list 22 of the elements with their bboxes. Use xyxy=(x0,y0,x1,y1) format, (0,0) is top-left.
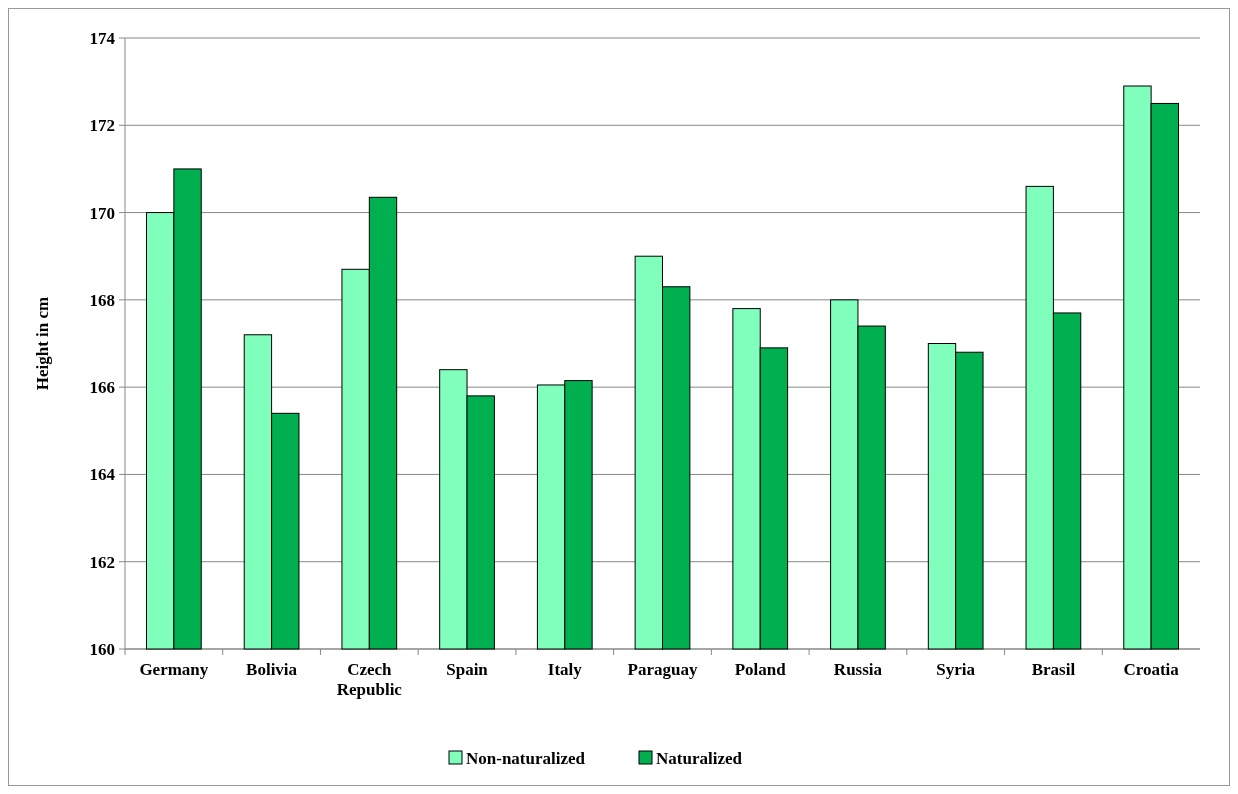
x-tick-label: Spain xyxy=(446,660,489,679)
y-tick-label: 166 xyxy=(89,378,115,398)
x-tick-label: Paraguay xyxy=(627,660,698,679)
x-tick-label: Poland xyxy=(734,660,787,679)
x-tick-label: Czech Republic xyxy=(336,660,403,699)
y-tick-label: 162 xyxy=(89,552,115,572)
legend-label: Non-naturalized xyxy=(466,748,586,768)
x-tick-label: Bolivia xyxy=(246,660,298,679)
legend-label: Naturalized xyxy=(656,748,743,768)
x-tick-label: Brasil xyxy=(1031,660,1076,679)
y-tick-label: 168 xyxy=(89,290,115,310)
y-tick-label: 160 xyxy=(89,639,115,659)
x-tick-label: Italy xyxy=(547,660,583,679)
x-tick-label: Syria xyxy=(936,660,976,679)
y-axis-title: Height in cm xyxy=(33,296,52,391)
x-tick-label: Russia xyxy=(833,660,883,679)
y-tick-label: 172 xyxy=(89,116,115,136)
y-tick-label: 174 xyxy=(89,28,116,48)
x-tick-label: Germany xyxy=(139,660,209,679)
x-tick-label: Croatia xyxy=(1123,660,1180,679)
y-tick-label: 170 xyxy=(89,203,115,223)
y-tick-label: 164 xyxy=(89,465,116,485)
